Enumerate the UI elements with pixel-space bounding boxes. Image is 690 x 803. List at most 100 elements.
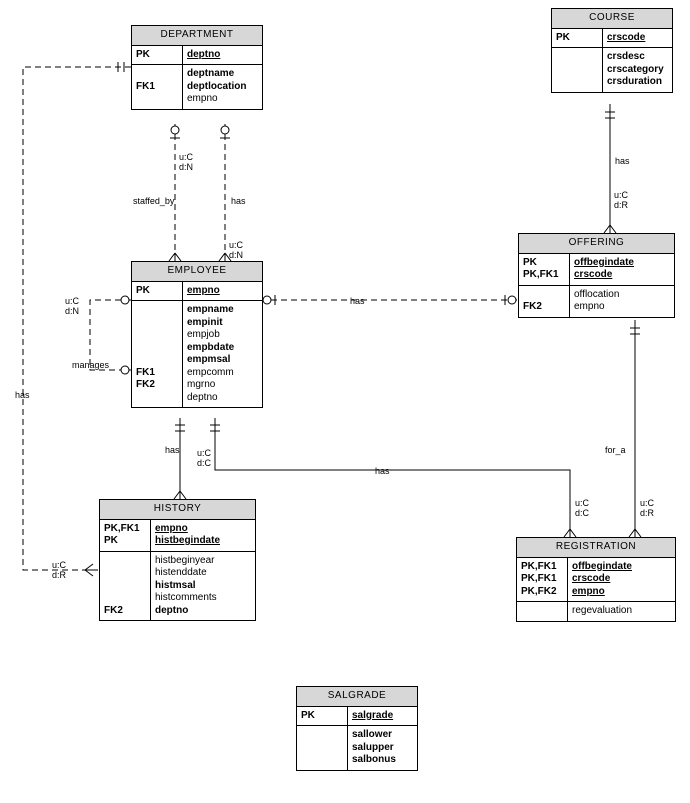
entity-section: FK2offlocationempno (519, 286, 674, 317)
entity-course: COURSEPK crscode crsdesccrscategorycrsdura… (551, 8, 673, 93)
attribute: salupper (352, 742, 413, 755)
edge-label: has (350, 296, 365, 306)
entity-title: EMPLOYEE (132, 262, 262, 282)
entity-title: REGISTRATION (517, 538, 675, 558)
attribute: empmsal (187, 354, 258, 367)
entity-section: FK1 deptnamedeptlocationempno (132, 65, 262, 109)
cardinality-label: u:Cd:N (65, 296, 79, 316)
entity-registration: REGISTRATIONPK,FK1 PK,FK1 PK,FK2 offbegin… (516, 537, 676, 622)
attribute: empno (187, 93, 258, 106)
key-column: PK,FK1 PK,FK1 PK,FK2 (517, 558, 568, 602)
attribute: crscode (607, 32, 668, 45)
cardinality-label: u:Cd:R (614, 190, 628, 210)
edge-label: has (231, 196, 246, 206)
attr-column: sallowersaluppersalbonus (348, 726, 417, 770)
attribute: offbegindate (572, 561, 671, 574)
cardinality-label: u:Cd:C (575, 498, 589, 518)
entity-title: OFFERING (519, 234, 674, 254)
edge-label: manages (72, 360, 109, 370)
key-column: PK,FK1 PK (100, 520, 151, 551)
attr-column: empnameempinitempjobempbdateempmsalempco… (183, 301, 262, 407)
edge-label: staffed_by (133, 196, 174, 206)
entity-section: FK2histbeginyearhistenddatehistmsalhistc… (100, 552, 255, 621)
attr-column: offlocationempno (570, 286, 674, 317)
attribute: empno (187, 285, 258, 298)
entity-section: PK,FK1 PK,FK1 PK,FK2 offbegindatecrscodee… (517, 558, 675, 603)
attribute: histbeginyear (155, 555, 251, 568)
edge-label: for_a (605, 445, 626, 455)
attribute: deptlocation (187, 81, 258, 94)
entity-section: sallowersaluppersalbonus (297, 726, 417, 770)
entity-section: FK1 FK2empnameempinitempjobempbdateempms… (132, 301, 262, 407)
cardinality-label: u:Cd:R (52, 560, 66, 580)
attribute: deptname (187, 68, 258, 81)
key-column: PK (132, 282, 183, 301)
attr-column: offbegindatecrscode (570, 254, 674, 285)
attr-column: histbeginyearhistenddatehistmsalhistcomm… (151, 552, 255, 621)
entity-section: regevaluation (517, 602, 675, 621)
entity-department: DEPARTMENTPK deptno FK1 deptnamedeptlocati… (131, 25, 263, 110)
key-column: PK (297, 707, 348, 726)
entity-section: PK salgrade (297, 707, 417, 727)
cardinality-label: u:Cd:N (229, 240, 243, 260)
attribute: crscode (572, 573, 671, 586)
attribute: empname (187, 304, 258, 317)
cardinality-label: u:Cd:N (179, 152, 193, 172)
entity-history: HISTORYPK,FK1 PKempnohistbegindate FK2hi… (99, 499, 256, 621)
attr-column: empnohistbegindate (151, 520, 255, 551)
attribute: offbegindate (574, 257, 670, 270)
attribute: crscategory (607, 64, 668, 77)
entity-employee: EMPLOYEEPK empno FK1 FK2empnameempinitemp… (131, 261, 263, 408)
entity-title: SALGRADE (297, 687, 417, 707)
attribute: histenddate (155, 567, 251, 580)
entity-title: HISTORY (100, 500, 255, 520)
entity-title: COURSE (552, 9, 672, 29)
edge-label: has (15, 390, 30, 400)
attribute: histbegindate (155, 535, 251, 548)
edge-employee-registration-has (215, 418, 570, 537)
attribute: deptno (187, 392, 258, 405)
attr-column: crsdesccrscategorycrsduration (603, 48, 672, 92)
attribute: offlocation (574, 289, 670, 302)
attribute: histcomments (155, 592, 251, 605)
edge-label: has (375, 466, 390, 476)
key-column: FK2 (100, 552, 151, 621)
attribute: empcomm (187, 367, 258, 380)
key-column: FK2 (519, 286, 570, 317)
key-column: PK PK,FK1 (519, 254, 570, 285)
attr-column: crscode (603, 29, 672, 48)
attribute: crsdesc (607, 51, 668, 64)
entity-section: PK deptno (132, 46, 262, 66)
attribute: empno (155, 523, 251, 536)
entity-section: PK PK,FK1offbegindatecrscode (519, 254, 674, 286)
cardinality-label: u:Cd:C (197, 448, 211, 468)
entity-section: PK empno (132, 282, 262, 302)
attribute: deptno (187, 49, 258, 62)
key-column: PK (132, 46, 183, 65)
key-column (297, 726, 348, 770)
edge-label: has (615, 156, 630, 166)
attribute: empno (574, 301, 670, 314)
entity-salgrade: SALGRADEPK salgrade sallowersaluppersalbon… (296, 686, 418, 771)
key-column: FK1 (132, 65, 183, 109)
attribute: deptno (155, 605, 251, 618)
attribute: empno (572, 586, 671, 599)
key-column: PK (552, 29, 603, 48)
attribute: mgrno (187, 379, 258, 392)
key-column (552, 48, 603, 92)
attribute: histmsal (155, 580, 251, 593)
edge-layer (0, 0, 690, 803)
attr-column: empno (183, 282, 262, 301)
entity-section: crsdesccrscategorycrsduration (552, 48, 672, 92)
attribute: crscode (574, 269, 670, 282)
attribute: salgrade (352, 710, 413, 723)
attribute: empinit (187, 317, 258, 330)
attr-column: deptno (183, 46, 262, 65)
edge-label: has (165, 445, 180, 455)
attribute: salbonus (352, 754, 413, 767)
attribute: regevaluation (572, 605, 671, 618)
key-column (517, 602, 568, 621)
entity-title: DEPARTMENT (132, 26, 262, 46)
attribute: sallower (352, 729, 413, 742)
attribute: empbdate (187, 342, 258, 355)
